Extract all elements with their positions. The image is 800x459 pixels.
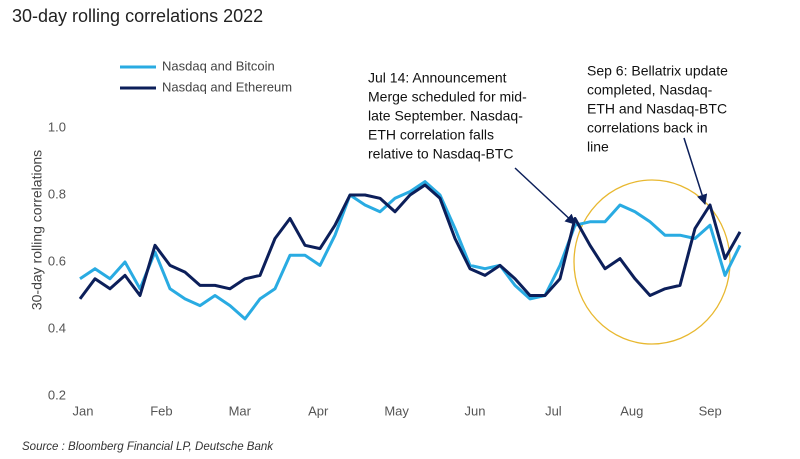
y-tick-label: 1.0 <box>48 119 66 134</box>
y-tick-label: 0.8 <box>48 186 66 201</box>
x-tick-label: Jul <box>545 403 562 418</box>
x-tick-label: Sep <box>699 403 722 418</box>
x-tick-label: Feb <box>150 403 172 418</box>
chart-title: 30-day rolling correlations 2022 <box>12 6 263 26</box>
annotation-text: Sep 6: Bellatrix update <box>587 63 728 79</box>
y-tick-label: 0.4 <box>48 320 66 335</box>
x-tick-label: May <box>384 403 409 418</box>
annotation-text: late September. Nasdaq- <box>368 108 523 124</box>
source-note: Source : Bloomberg Financial LP, Deutsch… <box>22 441 274 453</box>
highlight-circle <box>573 179 731 345</box>
annotation-text: relative to Nasdaq-BTC <box>368 146 514 162</box>
annotation-text: completed, Nasdaq- <box>587 82 713 98</box>
x-tick-label: Jun <box>465 403 486 418</box>
annotation-text: Jul 14: Announcement <box>368 70 507 86</box>
x-tick-label: Mar <box>229 403 252 418</box>
annotation-text: line <box>587 139 609 155</box>
y-axis-label: 30-day rolling correlations <box>29 150 45 310</box>
legend-label: Nasdaq and Ethereum <box>162 79 292 94</box>
annotation-arrow <box>514 167 576 225</box>
series-line <box>79 180 742 321</box>
legend-label: Nasdaq and Bitcoin <box>162 58 275 73</box>
annotation-arrow <box>683 137 708 206</box>
y-tick-label: 0.2 <box>48 387 66 402</box>
y-tick-label: 0.6 <box>48 253 66 268</box>
x-tick-label: Apr <box>308 403 329 418</box>
annotation-text: ETH correlation falls <box>368 127 494 143</box>
annotation-text: correlations back in <box>587 120 708 136</box>
x-tick-label: Jan <box>73 403 94 418</box>
x-tick-label: Aug <box>620 403 643 418</box>
series-line <box>78 183 742 300</box>
annotation-text: Merge scheduled for mid- <box>368 89 527 105</box>
annotation-text: ETH and Nasdaq-BTC <box>587 101 727 117</box>
